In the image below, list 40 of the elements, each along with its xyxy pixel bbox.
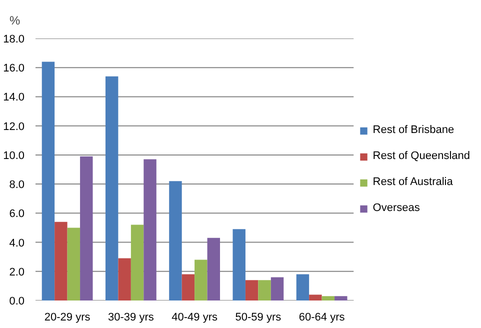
y-tick-label: 16.0: [3, 62, 25, 75]
bar: [258, 280, 271, 300]
legend-label: Rest of Brisbane: [372, 124, 454, 136]
bar: [309, 294, 322, 300]
bar: [144, 159, 156, 300]
y-tick-label: 10.0: [3, 150, 25, 162]
legend-label: Overseas: [372, 202, 420, 214]
y-tick-label: 14.0: [3, 92, 25, 104]
y-tick-label: 0.0: [9, 296, 25, 308]
bar: [322, 296, 335, 300]
bar: [245, 280, 258, 300]
y-tick-label: 2.0: [9, 266, 25, 278]
y-tick-label: 8.0: [9, 179, 25, 192]
bar: [182, 274, 195, 300]
bar: [270, 277, 284, 300]
y-tick-label: 4.0: [9, 237, 25, 250]
y-tick-label: 18.0: [3, 34, 25, 46]
bar: [105, 76, 118, 300]
legend-label: Rest of Queensland: [372, 150, 470, 162]
bar: [296, 274, 310, 300]
legend-label: Rest of Australia: [372, 176, 453, 188]
bar: [207, 238, 220, 300]
bar: [67, 228, 80, 300]
bar: [54, 222, 68, 300]
bar: [169, 181, 182, 300]
bar: [130, 224, 144, 300]
y-tick-label: 12.0: [3, 120, 25, 133]
bar: [42, 62, 55, 300]
bar: [118, 258, 131, 300]
y-tick-label: 6.0: [9, 208, 25, 220]
bar: [194, 260, 208, 300]
x-tick-label: 40-49 yrs: [172, 312, 218, 324]
x-tick-label: 50-59 yrs: [235, 312, 282, 324]
bar: [80, 156, 93, 300]
y-axis-title: %: [10, 14, 20, 28]
bar: [334, 296, 348, 300]
bar: [232, 229, 246, 300]
x-tick-label: 30-39 yrs: [108, 312, 154, 324]
x-tick-label: 20-29 yrs: [44, 312, 91, 324]
x-tick-label: 60-64 yrs: [298, 312, 346, 324]
